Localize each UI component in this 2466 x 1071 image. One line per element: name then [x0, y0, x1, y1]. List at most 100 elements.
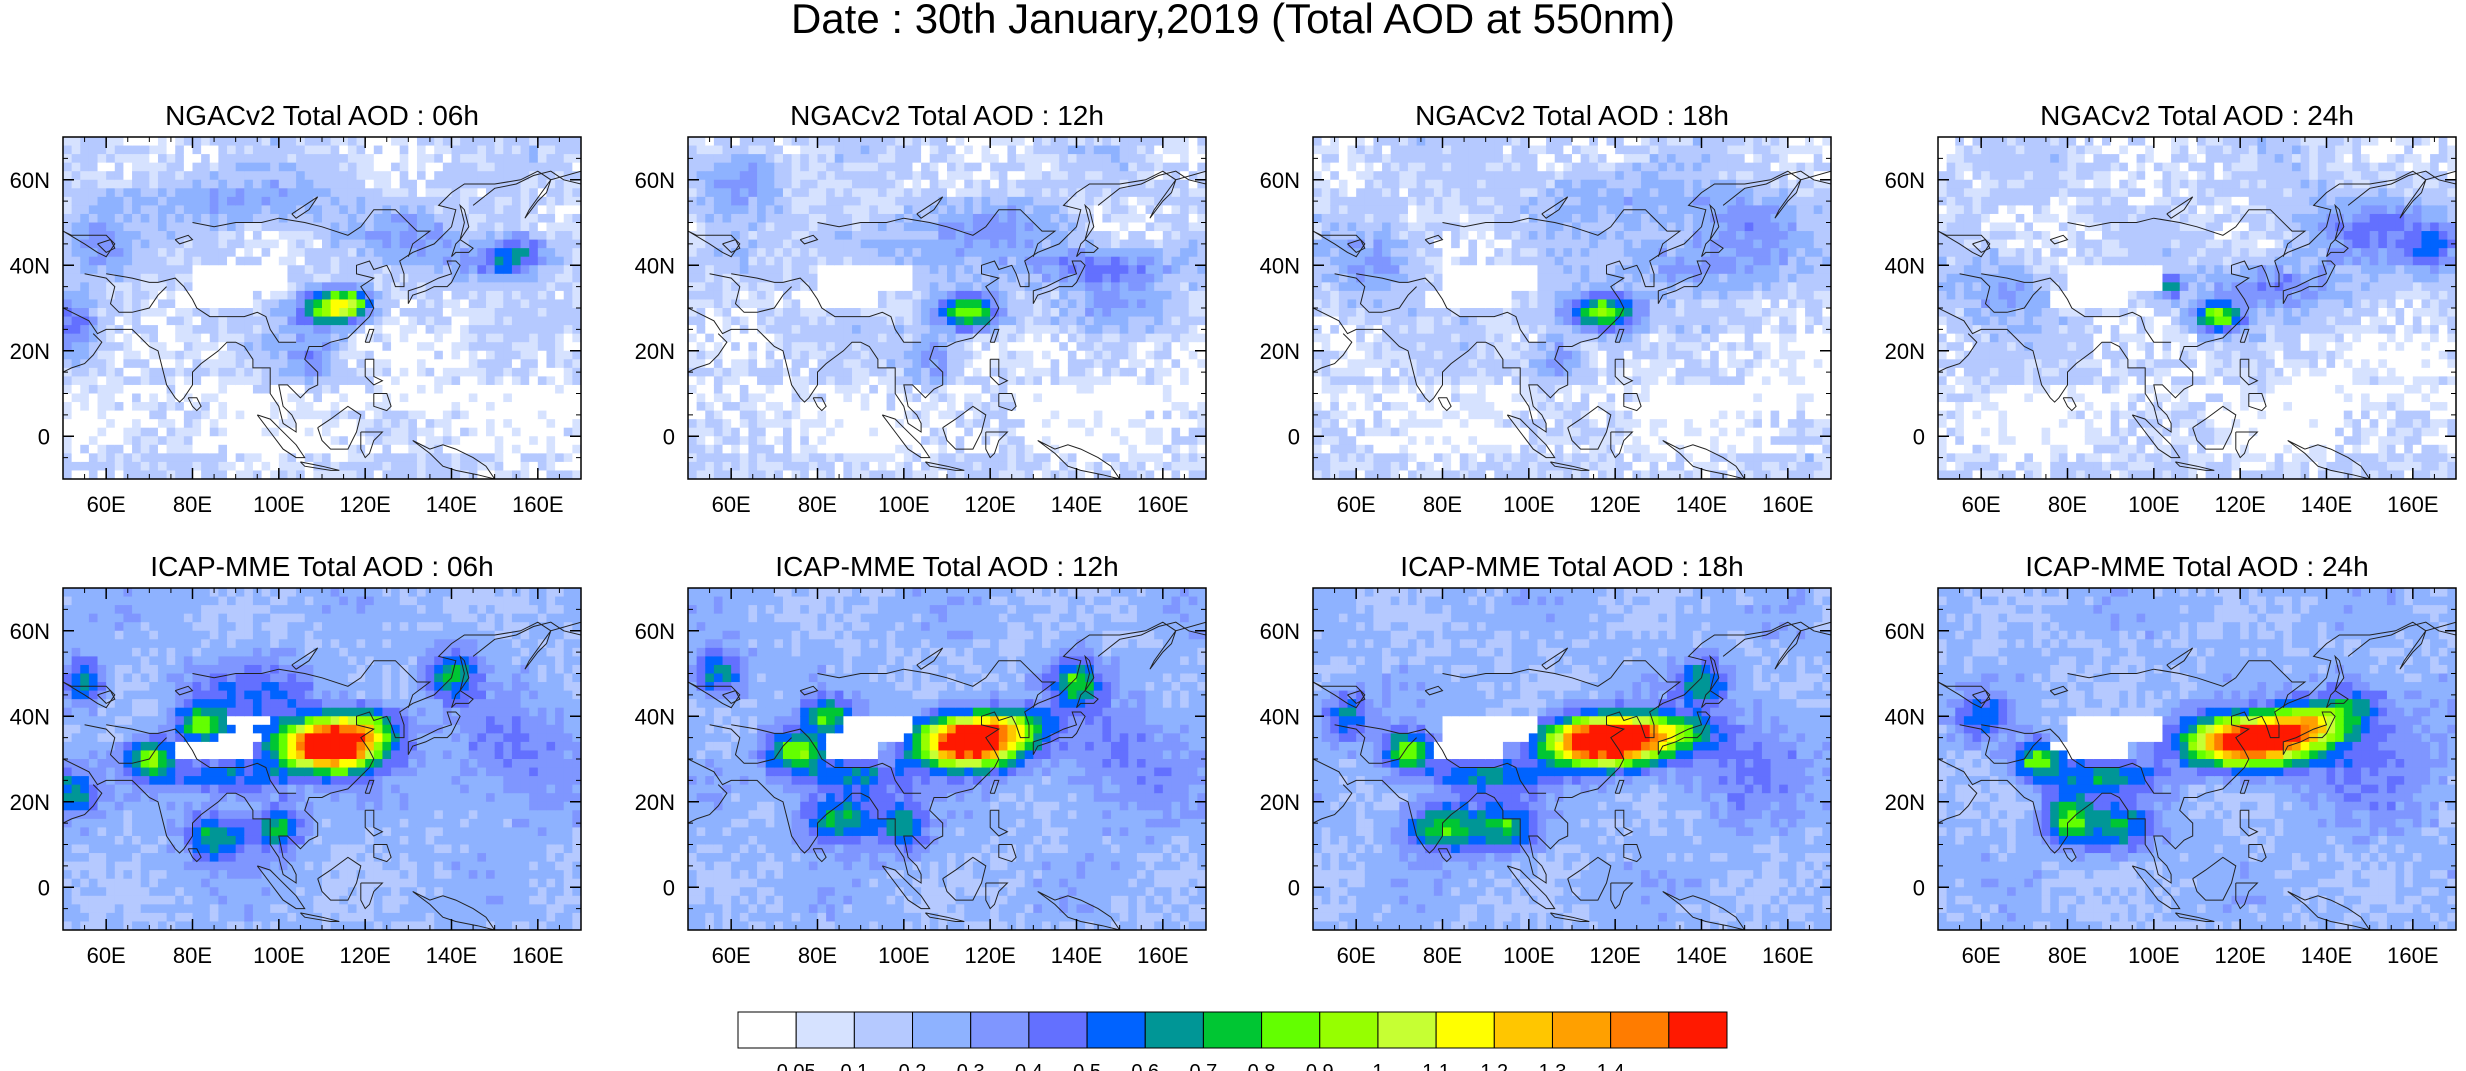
aod-cell — [460, 154, 470, 164]
aod-cell — [529, 384, 539, 395]
aod-cell — [520, 384, 530, 395]
aod-cell — [252, 427, 263, 437]
aod-cell — [201, 333, 211, 343]
aod-cell — [748, 290, 758, 301]
aod-cell — [114, 470, 125, 479]
aod-cell — [1128, 333, 1138, 343]
aod-cell — [1128, 410, 1138, 420]
aod-cell — [477, 290, 487, 301]
aod-cell — [261, 265, 271, 275]
aod-cell — [347, 453, 358, 463]
aod-cell — [852, 154, 862, 164]
aod-cell — [296, 333, 306, 343]
aod-cell — [546, 231, 556, 241]
aod-cell — [287, 222, 297, 232]
aod-cell — [80, 444, 90, 454]
aod-cell — [1093, 444, 1103, 454]
aod-cell — [391, 359, 401, 369]
aod-cell — [399, 316, 409, 326]
aod-cell — [1188, 299, 1198, 309]
aod-cell — [356, 342, 366, 352]
aod-cell — [713, 205, 724, 215]
aod-cell — [1111, 427, 1121, 437]
aod-cell — [1154, 427, 1164, 437]
aod-cell — [175, 393, 185, 403]
aod-cell — [1093, 436, 1103, 446]
aod-cell — [270, 384, 280, 395]
aod-cell — [1050, 154, 1060, 164]
aod-cell — [192, 367, 202, 377]
aod-cell — [468, 402, 478, 412]
aod-cell — [843, 299, 853, 309]
aod-cell — [486, 205, 496, 215]
coastline — [722, 238, 741, 254]
aod-cell — [1154, 308, 1164, 318]
aod-cell — [713, 402, 724, 412]
aod-cell — [132, 419, 142, 429]
aod-cell — [843, 231, 853, 241]
aod-cell — [713, 145, 724, 155]
aod-cell — [114, 154, 125, 164]
aod-cell — [468, 171, 478, 181]
coastline — [812, 397, 827, 412]
aod-cell — [175, 282, 185, 292]
aod-cell — [555, 205, 565, 215]
aod-cell — [201, 256, 211, 266]
aod-cell — [71, 265, 81, 275]
aod-cell — [201, 316, 211, 326]
aod-cell — [1085, 308, 1095, 318]
aod-cell — [339, 453, 349, 463]
aod-cell — [244, 350, 254, 360]
aod-cell — [140, 367, 150, 377]
aod-cell — [1016, 367, 1026, 377]
aod-cell — [1188, 453, 1198, 463]
aod-cell — [947, 145, 957, 155]
aod-cell — [416, 333, 427, 343]
aod-cell — [947, 402, 957, 412]
aod-cell — [1007, 410, 1017, 420]
aod-cell — [149, 342, 159, 352]
aod-cell — [477, 367, 487, 377]
aod-cell — [434, 436, 444, 446]
aod-cell — [1188, 393, 1198, 403]
aod-cell — [494, 222, 504, 232]
aod-cell — [860, 239, 870, 249]
aod-cell — [774, 419, 784, 429]
aod-cell — [1085, 384, 1095, 395]
aod-cell — [382, 342, 392, 352]
aod-cell — [563, 359, 573, 369]
aod-cell — [373, 256, 384, 266]
aod-cell — [330, 342, 340, 352]
aod-cell — [1024, 188, 1034, 198]
aod-cell — [722, 376, 732, 386]
aod-cell — [71, 145, 81, 155]
aod-cell — [183, 333, 194, 343]
aod-cell — [322, 453, 332, 463]
aod-cell — [261, 308, 271, 318]
aod-cell — [365, 393, 375, 403]
aod-cell — [97, 461, 107, 472]
aod-cell — [486, 188, 496, 198]
aod-cell — [183, 248, 194, 258]
aod-cell — [339, 325, 349, 335]
aod-cell — [1162, 222, 1173, 232]
aod-cell — [123, 316, 133, 326]
aod-cell — [235, 350, 245, 360]
aod-cell — [826, 205, 836, 215]
aod-cell — [201, 179, 211, 189]
aod-cell — [964, 384, 974, 395]
aod-cell — [304, 256, 314, 266]
aod-cell — [964, 453, 974, 463]
aod-cell — [287, 299, 297, 309]
aod-cell — [1162, 461, 1173, 472]
aod-cell — [903, 231, 914, 241]
aod-cell — [296, 342, 306, 352]
aod-cell — [912, 162, 922, 172]
aod-cell — [998, 350, 1009, 360]
aod-cell — [80, 325, 90, 335]
aod-cell — [382, 265, 392, 275]
aod-cell — [1145, 231, 1155, 241]
aod-cell — [520, 410, 530, 420]
